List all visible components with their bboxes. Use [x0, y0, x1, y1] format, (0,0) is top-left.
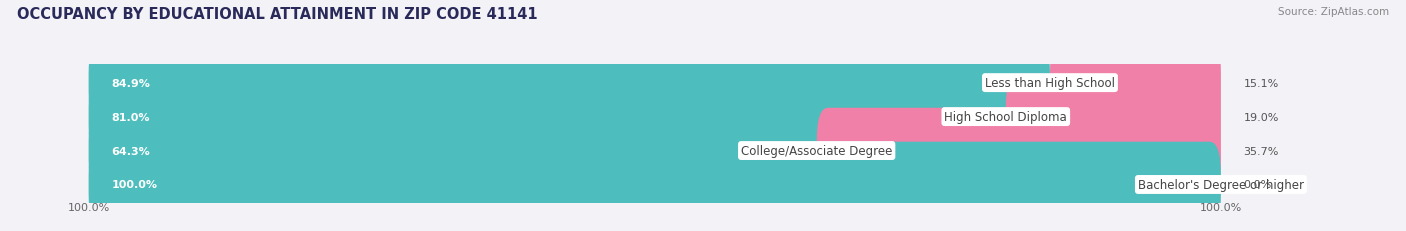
FancyBboxPatch shape: [89, 108, 817, 194]
Text: Bachelor's Degree or higher: Bachelor's Degree or higher: [1137, 178, 1303, 191]
FancyBboxPatch shape: [89, 108, 1220, 194]
FancyBboxPatch shape: [89, 41, 1220, 126]
FancyBboxPatch shape: [1005, 74, 1220, 160]
Text: College/Associate Degree: College/Associate Degree: [741, 144, 893, 157]
FancyBboxPatch shape: [89, 74, 1220, 160]
Text: 100.0%: 100.0%: [111, 180, 157, 190]
Text: Less than High School: Less than High School: [986, 77, 1115, 90]
Text: 15.1%: 15.1%: [1243, 78, 1279, 88]
Text: 19.0%: 19.0%: [1243, 112, 1279, 122]
Text: High School Diploma: High School Diploma: [945, 111, 1067, 124]
FancyBboxPatch shape: [89, 142, 1220, 227]
Text: 100.0%: 100.0%: [1199, 203, 1241, 213]
Text: 64.3%: 64.3%: [111, 146, 150, 156]
Text: 0.0%: 0.0%: [1243, 180, 1272, 190]
Text: 100.0%: 100.0%: [67, 203, 110, 213]
Text: Source: ZipAtlas.com: Source: ZipAtlas.com: [1278, 7, 1389, 17]
Text: OCCUPANCY BY EDUCATIONAL ATTAINMENT IN ZIP CODE 41141: OCCUPANCY BY EDUCATIONAL ATTAINMENT IN Z…: [17, 7, 537, 22]
Text: 81.0%: 81.0%: [111, 112, 150, 122]
FancyBboxPatch shape: [89, 41, 1050, 126]
FancyBboxPatch shape: [89, 74, 1005, 160]
FancyBboxPatch shape: [89, 142, 1220, 227]
FancyBboxPatch shape: [1050, 41, 1220, 126]
Text: 35.7%: 35.7%: [1243, 146, 1279, 156]
FancyBboxPatch shape: [817, 108, 1220, 194]
Text: 84.9%: 84.9%: [111, 78, 150, 88]
